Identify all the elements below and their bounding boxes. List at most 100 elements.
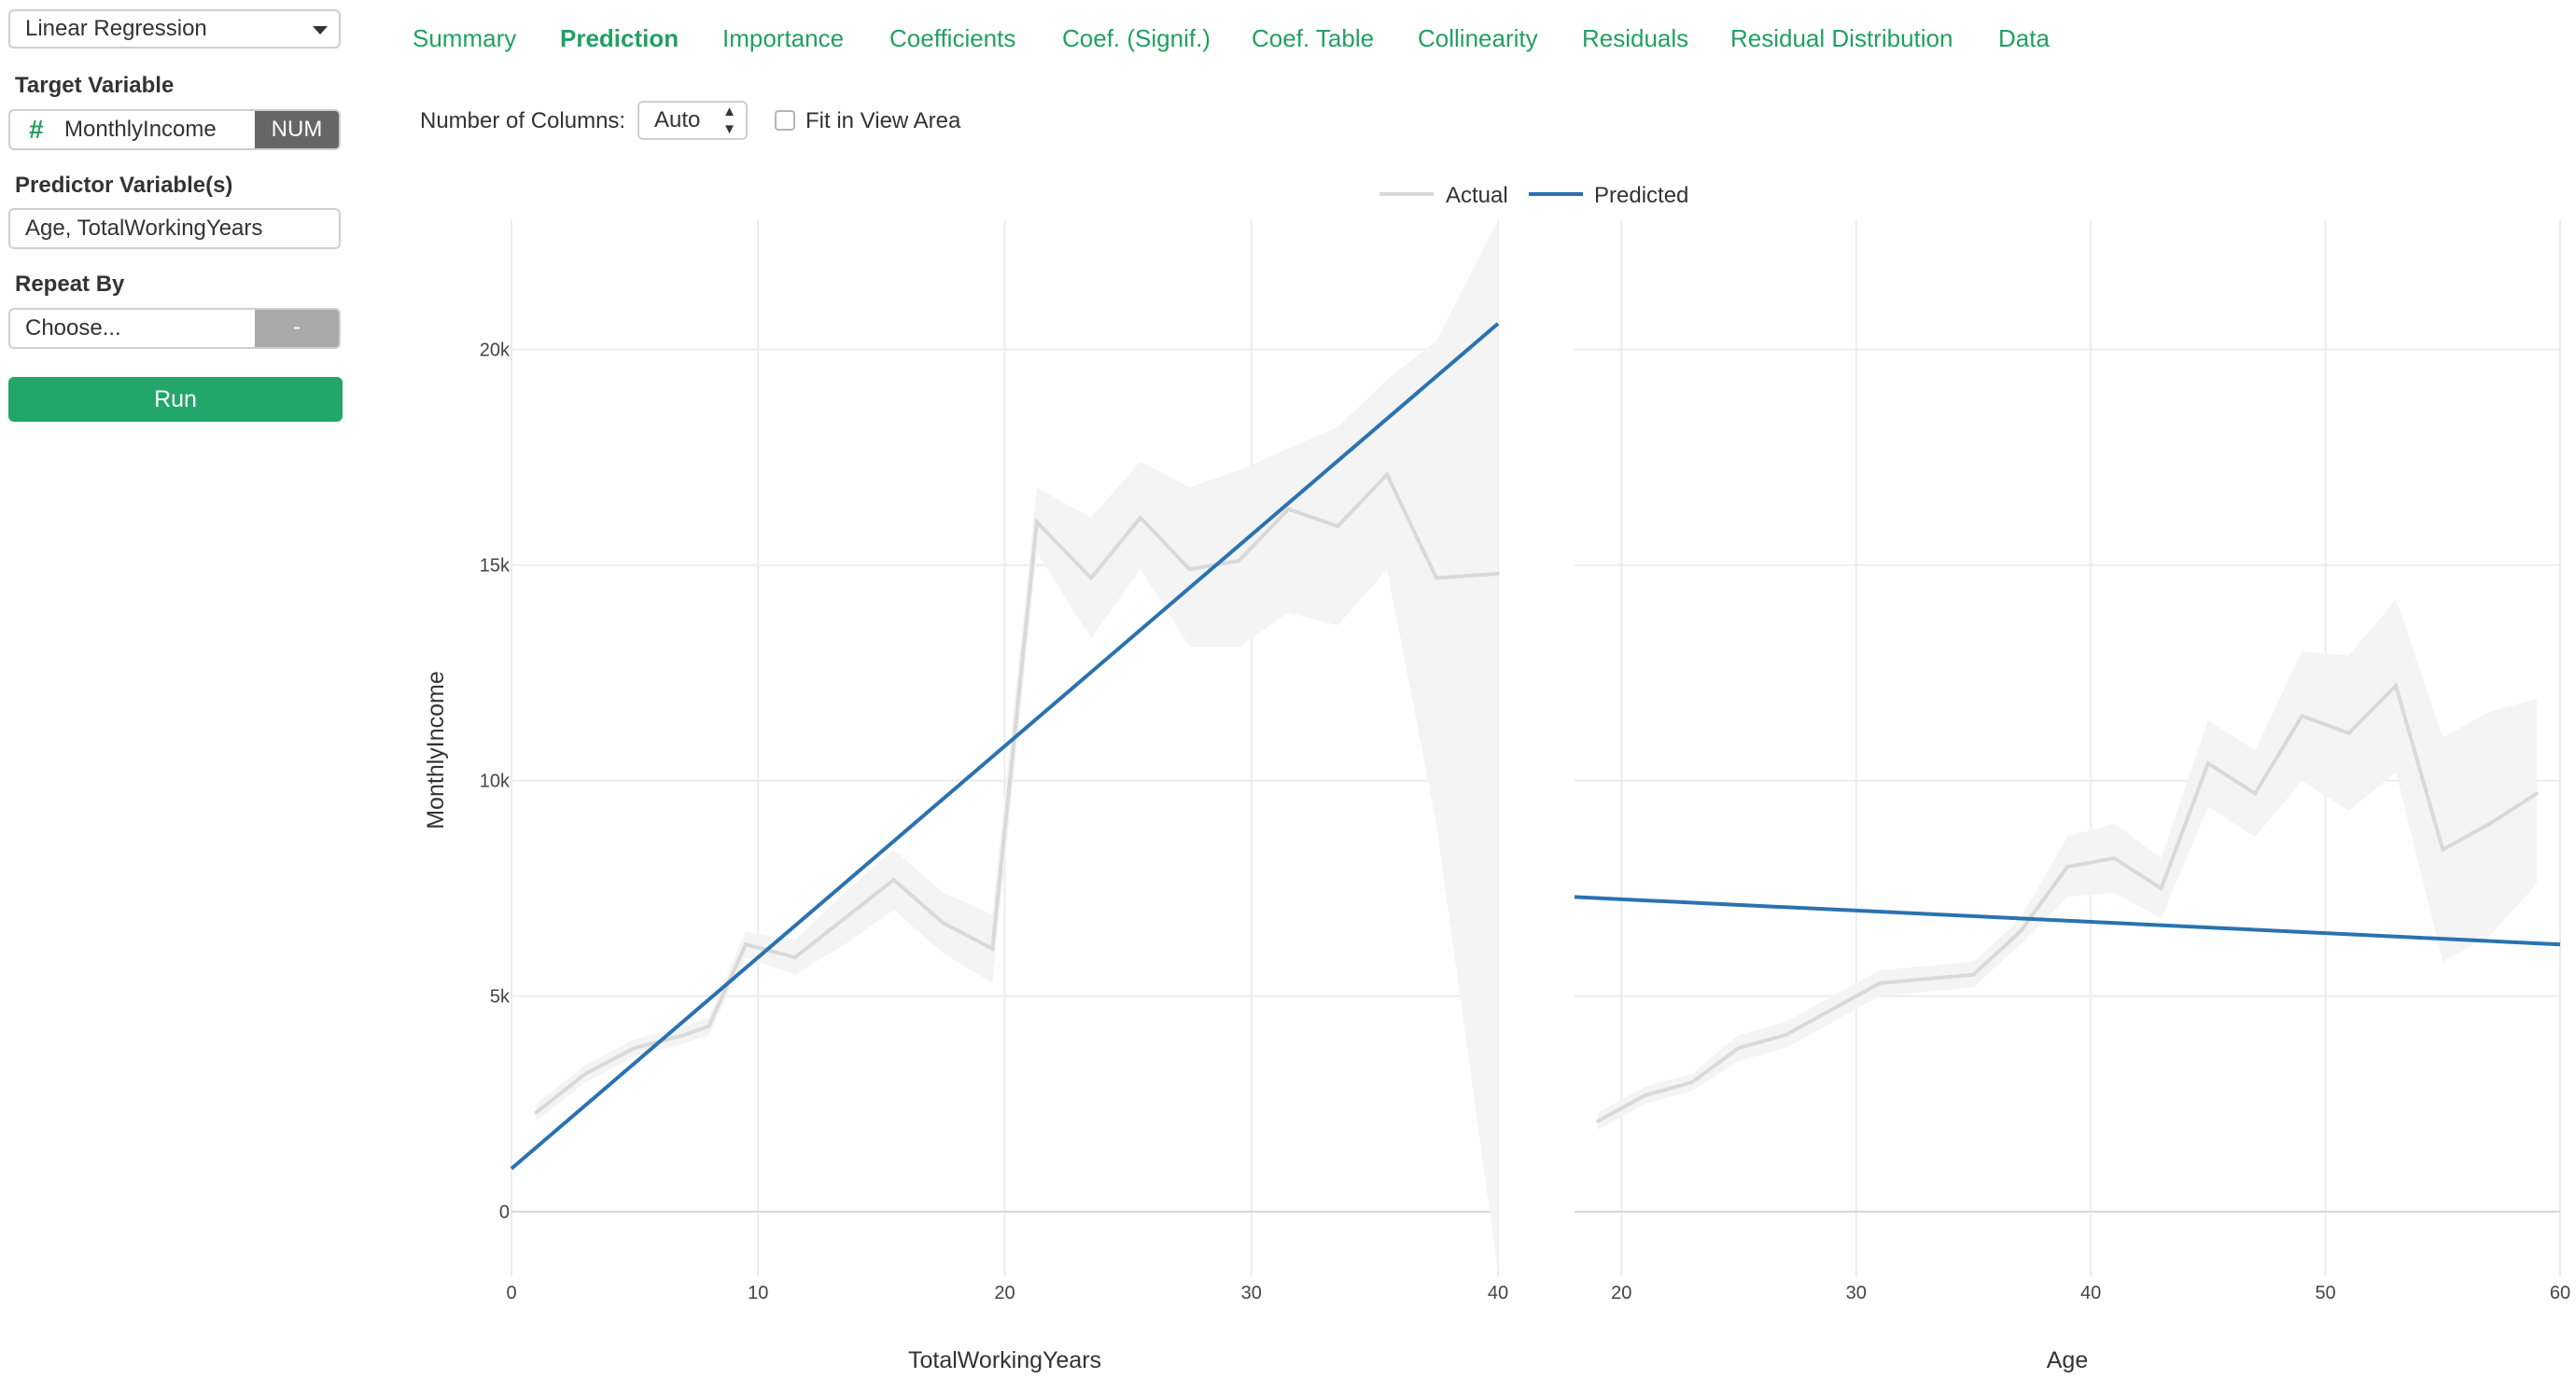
actual-point: [842, 916, 847, 921]
actual-point: [1784, 1033, 1788, 1038]
actual-point: [1496, 571, 1500, 576]
tab-collinearity[interactable]: Collinearity: [1418, 24, 1538, 52]
tab-coef-signif[interactable]: Coef. (Signif.): [1062, 24, 1211, 52]
repeat-by-label: Repeat By: [15, 272, 125, 297]
tab-residual-distribution[interactable]: Residual Distribution: [1730, 24, 1953, 52]
actual-point: [2253, 791, 2258, 796]
repeat-by-placeholder: Choose...: [25, 315, 121, 341]
actual-point: [2487, 821, 2492, 826]
run-button[interactable]: Run: [8, 377, 343, 422]
x-tick-label: 50: [2315, 1283, 2335, 1303]
model-type-value: Linear Regression: [25, 16, 207, 41]
chart-legend: Actual Predicted: [1379, 183, 1688, 208]
actual-point: [990, 946, 995, 951]
x-tick-label: 0: [506, 1283, 516, 1303]
chart-panel-2: 20 30 40 50 60 Age: [1574, 220, 2570, 1373]
numeric-hash-icon: #: [29, 115, 44, 144]
fit-in-view-checkbox[interactable]: [775, 110, 795, 131]
actual-point: [1596, 1119, 1601, 1123]
chart-panels: 0 10 20 30 40 0 5k 10k 15k 20k TotalWorkingYears 20…: [480, 220, 2570, 1373]
actual-point: [2112, 856, 2117, 860]
tab-data[interactable]: Data: [1998, 24, 2050, 52]
y-tick-label: 0: [499, 1203, 510, 1223]
y-tick-label: 10k: [480, 772, 511, 792]
y-tick-label: 20k: [480, 341, 511, 361]
tab-importance[interactable]: Importance: [722, 24, 845, 52]
actual-point: [681, 1033, 686, 1038]
actual-point: [1385, 472, 1390, 477]
target-variable-field[interactable]: # MonthlyIncome NUM: [8, 109, 341, 150]
actual-point: [2441, 847, 2445, 852]
actual-point: [1237, 559, 1241, 564]
tab-prediction[interactable]: Prediction: [560, 24, 679, 52]
tab-residuals[interactable]: Residuals: [1582, 24, 1689, 52]
predicted-line: [1574, 895, 2561, 947]
y-axis-title: MonthlyIncome: [423, 671, 449, 829]
actual-point: [792, 955, 797, 960]
actual-point: [1643, 1093, 1647, 1097]
actual-point: [1187, 567, 1192, 572]
up-down-arrows-icon: ▲ ▼: [722, 104, 736, 137]
predictor-variables-field[interactable]: Age, TotalWorkingYears: [8, 208, 341, 249]
legend-predicted-label: Predicted: [1594, 183, 1688, 208]
y-tick-label: 5k: [490, 987, 511, 1008]
type-badge: NUM: [255, 111, 339, 148]
actual-point: [2018, 929, 2023, 934]
actual-point: [1971, 972, 1976, 977]
number-of-columns-label: Number of Columns:: [420, 108, 626, 133]
model-type-select[interactable]: Linear Regression: [8, 9, 341, 49]
x-tick-label: 20: [994, 1283, 1015, 1303]
actual-point: [2534, 791, 2539, 796]
actual-point: [941, 921, 945, 926]
sidebar: Linear Regression Target Variable # Mont…: [0, 0, 355, 1379]
actual-point: [2394, 684, 2398, 689]
x-axis-title: Age: [2047, 1347, 2088, 1373]
actual-point: [1286, 507, 1291, 511]
number-of-columns-value: Auto: [654, 107, 701, 132]
number-of-columns-select[interactable]: Auto ▲ ▼: [637, 101, 748, 140]
actual-point: [1434, 576, 1438, 580]
actual-point: [2300, 714, 2304, 718]
chart-panel-1: 0 10 20 30 40 0 5k 10k 15k 20k TotalWorkingYears: [480, 220, 1508, 1373]
tab-coefficients[interactable]: Coefficients: [889, 24, 1016, 52]
legend-actual-label: Actual: [1446, 183, 1508, 208]
predicted-line: [510, 322, 1500, 1171]
fit-in-view-label: Fit in View Area: [805, 108, 961, 133]
predictor-variables-label: Predictor Variable(s): [15, 173, 233, 198]
x-tick-label: 40: [1488, 1283, 1508, 1303]
x-tick-label: 10: [748, 1283, 768, 1303]
actual-point: [2205, 761, 2210, 766]
actual-point: [1830, 1007, 1835, 1011]
actual-point: [1088, 576, 1093, 580]
actual-point: [1689, 1080, 1694, 1085]
tab-summary[interactable]: Summary: [413, 24, 517, 52]
x-tick-label: 30: [1241, 1283, 1262, 1303]
x-tick-label: 30: [1846, 1283, 1867, 1303]
actual-point: [583, 1071, 588, 1076]
actual-confidence-band: [1598, 599, 2537, 1130]
actual-point: [633, 1046, 637, 1051]
chevron-down-icon: [313, 26, 328, 35]
actual-confidence-band: [536, 220, 1498, 1273]
tab-coef-table[interactable]: Coef. Table: [1252, 24, 1375, 52]
actual-point: [2159, 886, 2163, 891]
actual-point: [2346, 731, 2351, 735]
actual-point: [1336, 524, 1340, 529]
predictor-variables-value: Age, TotalWorkingYears: [25, 216, 263, 241]
actual-point: [744, 942, 749, 947]
actual-point: [1034, 520, 1039, 524]
actual-point: [707, 1024, 711, 1029]
target-variable-label: Target Variable: [15, 73, 175, 98]
actual-point: [1737, 1046, 1741, 1051]
x-axis-title: TotalWorkingYears: [908, 1347, 1101, 1373]
actual-point: [534, 1110, 539, 1115]
actual-point: [1877, 981, 1882, 985]
repeat-by-clear-button[interactable]: -: [255, 310, 339, 347]
actual-point: [1925, 977, 1929, 982]
actual-point: [2065, 865, 2069, 870]
actual-point: [1138, 515, 1142, 520]
repeat-by-select[interactable]: Choose... -: [8, 308, 341, 349]
x-tick-label: 20: [1611, 1283, 1631, 1303]
